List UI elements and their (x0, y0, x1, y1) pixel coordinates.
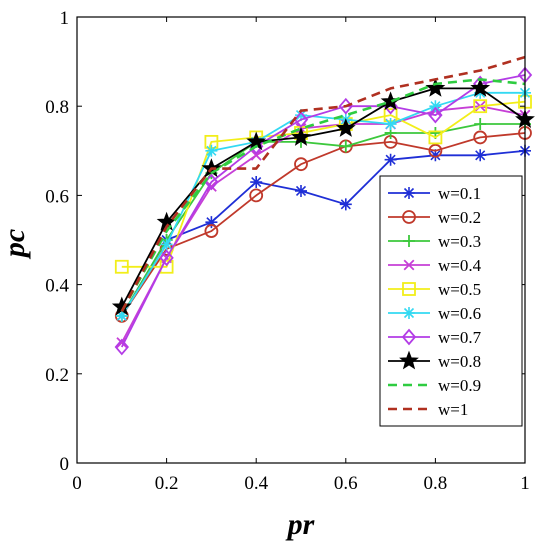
series-line (121, 100, 526, 268)
data-point (425, 77, 446, 97)
data-point (470, 77, 491, 97)
legend-item: w=0.2 (388, 208, 481, 227)
data-point (294, 157, 308, 172)
data-point (250, 149, 262, 161)
legend-label: w=0.2 (438, 208, 481, 227)
data-point (428, 130, 443, 145)
legend-item: w=0.9 (388, 376, 481, 395)
data-point (474, 149, 487, 162)
y-tick-label: 0.6 (45, 186, 69, 207)
series-line (120, 74, 526, 348)
legend-label: w=0.8 (438, 352, 481, 371)
y-tick-label: 1 (60, 8, 70, 29)
data-point (205, 144, 218, 157)
series-w=0.2 (114, 126, 532, 323)
legend-marker (401, 328, 417, 346)
series-line (121, 149, 526, 317)
data-point (474, 118, 487, 131)
legend-marker (403, 307, 415, 319)
data-point (115, 309, 128, 322)
data-point (295, 109, 307, 122)
y-axis-label: pc (0, 229, 31, 260)
data-point (205, 181, 217, 192)
x-tick-label: 0 (72, 473, 82, 494)
data-point (429, 100, 442, 113)
legend-label: w=0.5 (438, 280, 481, 299)
legend-label: w=0.6 (438, 304, 481, 323)
data-point (114, 259, 129, 274)
axis-ticks: 0 0.2 0.4 0.6 0.8 1 0 0.2 0.4 0.6 0.8 1 (45, 8, 530, 494)
x-tick-label: 1 (520, 473, 530, 494)
legend-item: w=0.8 (388, 350, 481, 371)
data-point (159, 249, 174, 267)
legend-label: w=0.4 (438, 256, 482, 275)
x-tick-label: 0.2 (155, 473, 179, 494)
plot-frame (76, 16, 526, 464)
legend-label: w=0.7 (438, 328, 482, 347)
data-point (339, 198, 352, 211)
data-point (474, 86, 487, 99)
data-point (473, 130, 488, 145)
data-point (384, 118, 397, 131)
series-line (121, 132, 526, 317)
x-tick-label: 0.8 (424, 473, 448, 494)
data-point (159, 259, 174, 274)
data-point (335, 118, 356, 137)
legend-marker (402, 282, 416, 296)
legend-marker (403, 235, 415, 247)
data-point (295, 184, 307, 197)
legend-marker (403, 187, 415, 199)
data-point (428, 143, 443, 158)
series-line (120, 78, 526, 313)
legend-label: w=0.3 (438, 232, 481, 251)
legend: w=0.1 w=0.2 w=0.3 w=0.4 w=0.5 w=0.6 w=0.7 w=0.8… (379, 175, 523, 427)
series-w=0.9 (120, 78, 526, 313)
data-point (384, 153, 397, 166)
data-point (205, 216, 218, 229)
legend-item: w=0.7 (388, 328, 482, 347)
series-line (121, 105, 526, 344)
data-point (429, 149, 442, 162)
legend-item: w=0.5 (388, 280, 481, 299)
data-point (339, 140, 352, 153)
legend-item: w=1 (388, 400, 468, 419)
data-point (114, 338, 129, 356)
data-point (204, 224, 219, 238)
plot-lines (111, 55, 535, 356)
data-point (428, 106, 443, 124)
series-line (121, 87, 526, 308)
legend-label: w=1 (438, 400, 468, 419)
data-point (250, 176, 263, 189)
data-point (293, 111, 309, 128)
legend-item: w=0.1 (388, 184, 481, 203)
data-point (291, 126, 311, 146)
data-point (160, 238, 173, 251)
y-tick-label: 0.2 (45, 365, 69, 386)
y-tick-label: 0.8 (45, 97, 69, 118)
x-axis-label: pr (285, 508, 315, 541)
legend-marker (399, 350, 419, 370)
x-tick-label: 0.4 (244, 473, 268, 494)
legend-item: w=0.3 (388, 232, 481, 251)
y-tick-label: 0 (60, 454, 70, 475)
legend-item: w=0.4 (388, 256, 482, 275)
legend-marker (403, 259, 415, 271)
legend-label: w=0.1 (438, 184, 481, 203)
legend-marker (402, 210, 416, 224)
legend-label: w=0.9 (438, 376, 481, 395)
legend-item: w=0.6 (388, 304, 481, 323)
data-point (249, 188, 264, 203)
x-tick-label: 0.6 (334, 473, 358, 494)
data-point (473, 99, 488, 114)
y-tick-label: 0.4 (45, 276, 69, 297)
